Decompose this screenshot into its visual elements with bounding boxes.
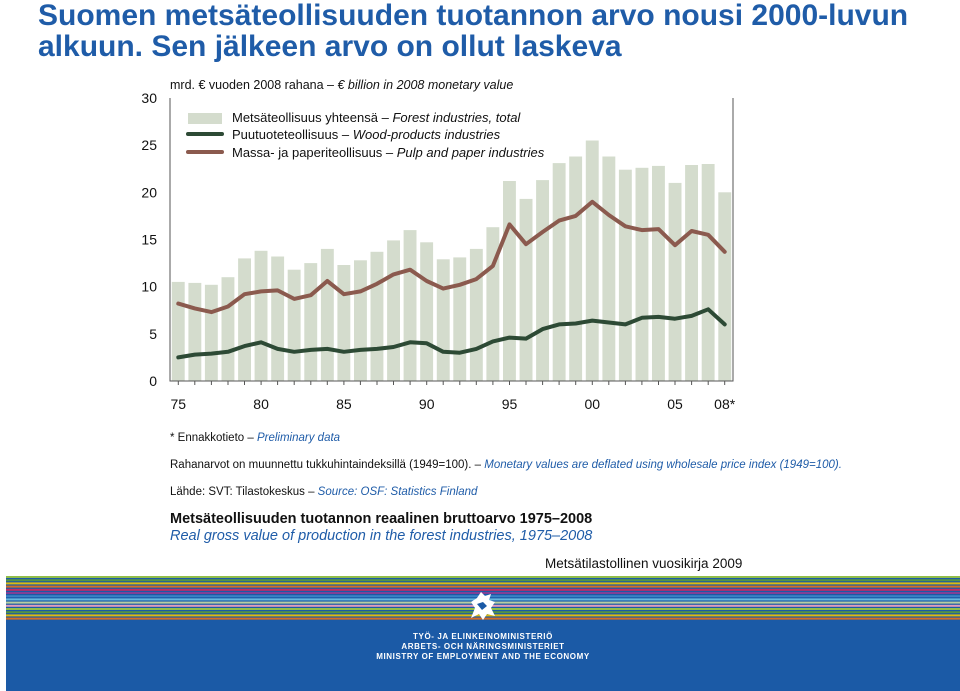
bar-2000 xyxy=(585,140,599,381)
x-tick-label: 05 xyxy=(667,396,683,412)
bar-2008 xyxy=(718,192,732,381)
bar-1986 xyxy=(354,260,367,381)
legend-label-pulp: Massa- ja paperiteollisuus – Pulp and pa… xyxy=(232,145,545,160)
y-tick-label: 15 xyxy=(141,232,157,248)
series-line-wood-products xyxy=(176,307,727,360)
ministry-sv: ARBETS- OCH NÄRINGSMINISTERIET xyxy=(401,642,565,651)
ministry-fi: TYÖ- JA ELINKEINOMINISTERIÖ xyxy=(413,632,553,641)
bar-2006 xyxy=(685,165,698,381)
bar-1997 xyxy=(536,180,549,381)
x-tick-label: 90 xyxy=(419,396,435,412)
y-tick-label: 20 xyxy=(141,184,157,200)
bar-1987 xyxy=(370,251,384,381)
bar-2003 xyxy=(635,167,649,381)
legend-swatch-total xyxy=(188,113,222,124)
x-tick-label: 00 xyxy=(585,396,601,412)
bar-2002 xyxy=(618,169,632,381)
legend-label-wood: Puutuoteteollisuus – Wood-products indus… xyxy=(232,127,501,142)
y-tick-label: 10 xyxy=(141,279,157,295)
bar-1980 xyxy=(254,250,268,381)
bar-1996 xyxy=(519,198,533,381)
y-tick-label: 30 xyxy=(141,90,157,106)
bar-1978 xyxy=(221,277,235,381)
footer-stripe xyxy=(6,592,960,594)
bar-1977 xyxy=(204,284,218,381)
bar-1984 xyxy=(320,248,334,381)
bar-2004 xyxy=(652,165,665,381)
unit-label-en: € billion in 2008 monetary value xyxy=(337,78,514,92)
ministry-en: MINISTRY OF EMPLOYMENT AND THE ECONOMY xyxy=(376,652,590,661)
ministry-name: TYÖ- JA ELINKEINOMINISTERIÖ ARBETS- OCH … xyxy=(6,632,960,662)
footer-stripe xyxy=(6,582,960,585)
bar-1992 xyxy=(453,257,467,381)
bar-2007 xyxy=(701,164,715,381)
unit-label: mrd. € vuoden 2008 rahana – € billion in… xyxy=(170,78,513,92)
x-tick-label: 85 xyxy=(336,396,352,412)
bar-1990 xyxy=(420,242,434,381)
footer-banner: TYÖ- JA ELINKEINOMINISTERIÖ ARBETS- OCH … xyxy=(6,576,960,691)
bar-1998 xyxy=(552,163,566,381)
lines-group xyxy=(176,199,727,360)
note-source: Lähde: SVT: Tilastokeskus – Source: OSF:… xyxy=(170,486,478,498)
x-tick-label: 08* xyxy=(714,396,736,412)
bar-1976 xyxy=(188,282,202,381)
x-tick-label: 95 xyxy=(502,396,518,412)
bar-1991 xyxy=(436,259,450,381)
caption-fi: Metsäteollisuuden tuotannon reaalinen br… xyxy=(170,511,593,527)
footer-stripe xyxy=(6,576,960,578)
slide-title: Suomen metsäteollisuuden tuotannon arvo … xyxy=(38,0,909,63)
footer-stripe xyxy=(6,585,960,588)
note-preliminary: * Ennakkotieto – Preliminary data xyxy=(170,432,341,444)
series-line-pulp-paper xyxy=(176,199,727,315)
bar-1988 xyxy=(387,240,400,381)
caption-en: Real gross value of production in the fo… xyxy=(170,528,593,544)
legend-label-total: Metsäteollisuus yhteensä – Forest indust… xyxy=(232,110,521,125)
unit-label-fi: mrd. € vuoden 2008 rahana – xyxy=(170,78,335,92)
plot-frame xyxy=(169,98,734,382)
note-deflation: Rahanarvot on muunnettu tukkuhintaindeks… xyxy=(170,459,842,471)
bar-1985 xyxy=(337,265,351,381)
legend: Metsäteollisuus yhteensä – Forest indust… xyxy=(186,110,545,160)
footer-stripe xyxy=(6,579,960,582)
x-tick-label: 80 xyxy=(253,396,269,412)
bar-1989 xyxy=(403,230,417,381)
bar-1975 xyxy=(171,281,185,381)
x-tick-label: 75 xyxy=(171,396,187,412)
bar-1983 xyxy=(304,263,318,381)
bar-2001 xyxy=(602,156,616,381)
yearbook-label: Metsätilastollinen vuosikirja 2009 xyxy=(545,556,743,571)
bar-1981 xyxy=(271,256,285,381)
lion-emblem-icon xyxy=(471,592,495,620)
bar-1999 xyxy=(569,156,583,381)
y-tick-label: 5 xyxy=(149,326,157,342)
bar-1995 xyxy=(503,181,516,381)
footer-stripe xyxy=(6,588,960,591)
bar-1979 xyxy=(238,258,251,381)
bar-1993 xyxy=(469,248,483,381)
y-tick-label: 25 xyxy=(141,137,157,153)
bar-1982 xyxy=(287,269,301,381)
bar-2005 xyxy=(668,182,682,381)
y-tick-label: 0 xyxy=(149,373,157,389)
